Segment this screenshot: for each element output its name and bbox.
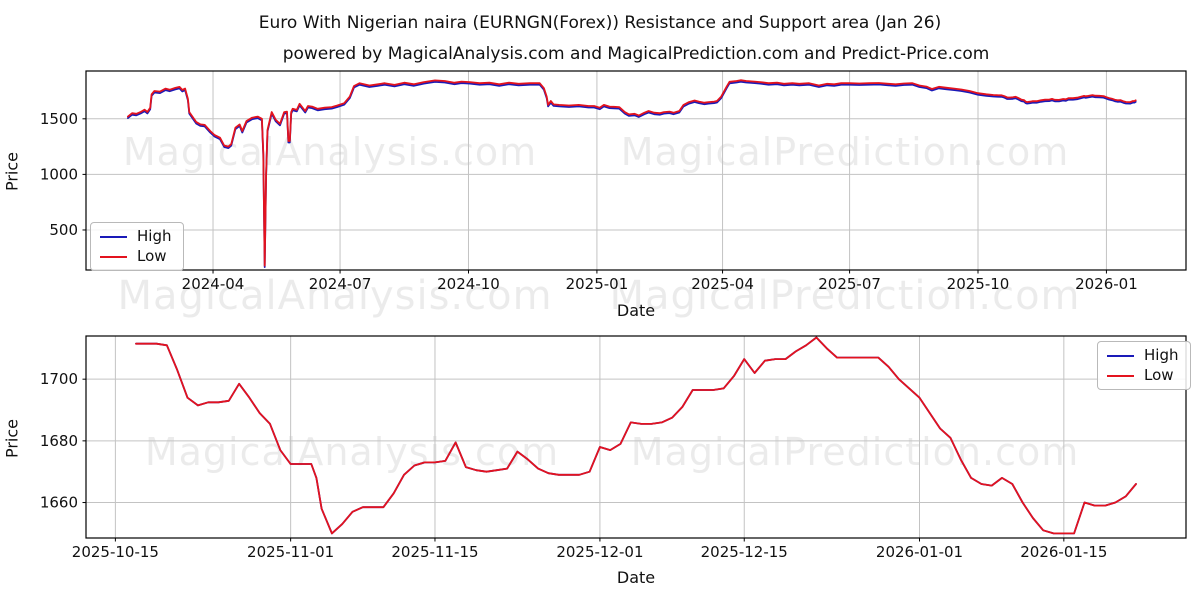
low-line-swatch xyxy=(1107,374,1134,377)
watermark-analysis-top: MagicalAnalysis.com xyxy=(122,130,538,174)
top-legend-high-row: High xyxy=(100,229,171,244)
top-legend: High Low xyxy=(90,222,185,271)
bottom-detail-low-line xyxy=(135,336,1137,535)
low-legend-label: Low xyxy=(1144,366,1174,384)
bottom-xlabel: Date xyxy=(616,568,656,587)
watermark-analysis-bottom: MagicalAnalysis.com xyxy=(144,430,560,474)
top-overview-low-line xyxy=(127,79,1137,267)
bottom-detail-group: 2025-10-15 2025-11-01 2025-11-15 2025-12-01… xyxy=(40,335,1187,561)
top-legend-low-row: Low xyxy=(100,249,171,264)
y-tick-label: 500 xyxy=(49,221,78,239)
y-tick-label: 1700 xyxy=(40,370,78,388)
x-tick-label: 2025-11-15 xyxy=(391,543,478,561)
x-tick-label: 2026-01-15 xyxy=(1020,543,1107,561)
watermark-prediction-mid: MagicalPrediction.com xyxy=(609,273,1081,319)
x-tick-label: 2026-01-01 xyxy=(876,543,963,561)
x-tick-label: 2024-07 xyxy=(309,275,372,293)
x-tick-label: 2025-11-01 xyxy=(247,543,334,561)
x-tick-label: 2025-10-15 xyxy=(72,543,159,561)
bottom-legend-low-row: Low xyxy=(1107,368,1178,383)
bottom-legend-high-row: High xyxy=(1107,348,1178,363)
top-overview-group: 2024-04 2024-07 2024-10 2025-01 2025-04 2025-… xyxy=(40,70,1187,293)
top-overview-grid xyxy=(86,71,1186,270)
watermark-analysis-mid: MagicalAnalysis.com xyxy=(117,273,553,319)
x-tick-label: 2026-01 xyxy=(1075,275,1138,293)
top-overview-ticks xyxy=(82,118,1107,274)
bottom-detail-tick-labels: 2025-10-15 2025-11-01 2025-11-15 2025-12-01… xyxy=(40,370,1108,561)
top-overview-spines xyxy=(85,70,1187,271)
x-tick-label: 2025-04 xyxy=(691,275,754,293)
y-tick-label: 1000 xyxy=(40,165,78,183)
x-tick-label: 2024-10 xyxy=(437,275,500,293)
x-tick-label: 2025-01 xyxy=(566,275,629,293)
top-xlabel: Date xyxy=(616,301,656,320)
x-tick-label: 2025-10 xyxy=(947,275,1010,293)
high-legend-label: High xyxy=(1144,346,1179,364)
y-tick-label: 1680 xyxy=(40,432,78,450)
bottom-legend: High Low xyxy=(1097,341,1192,390)
y-tick-label: 1660 xyxy=(40,494,78,512)
bottom-ylabel: Price xyxy=(2,418,22,459)
x-tick-label: 2025-07 xyxy=(818,275,881,293)
top-overview-tick-labels: 2024-04 2024-07 2024-10 2025-01 2025-04 2025-… xyxy=(40,110,1138,293)
x-tick-label: 2025-12-15 xyxy=(701,543,788,561)
low-legend-label: Low xyxy=(137,247,167,265)
high-legend-label: High xyxy=(137,227,172,245)
bottom-detail-high-line xyxy=(135,336,1137,535)
bottom-detail-ticks xyxy=(82,378,1065,542)
x-tick-label: 2025-12-01 xyxy=(556,543,643,561)
x-tick-label: 2024-04 xyxy=(182,275,245,293)
low-line-swatch xyxy=(100,255,127,258)
figure-title: Euro With Nigerian naira (EURNGN(Forex))… xyxy=(258,13,942,33)
top-ylabel: Price xyxy=(2,151,22,192)
high-line-swatch xyxy=(100,235,127,238)
watermark-prediction-bottom: MagicalPrediction.com xyxy=(630,430,1080,474)
y-tick-label: 1500 xyxy=(40,110,78,128)
high-line-swatch xyxy=(1107,354,1134,357)
bottom-detail-spines xyxy=(85,335,1187,539)
figure-subtitle: powered by MagicalAnalysis.com and Magic… xyxy=(282,44,990,64)
watermark-prediction-top: MagicalPrediction.com xyxy=(620,130,1070,174)
bottom-detail-grid xyxy=(86,336,1186,538)
